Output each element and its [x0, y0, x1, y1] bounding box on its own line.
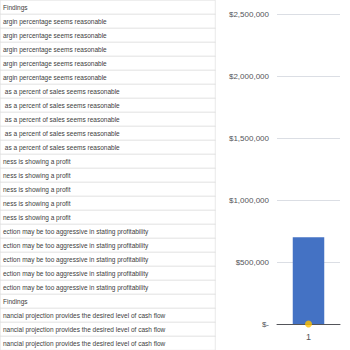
svg-text:as a percent of sales seems re: as a percent of sales seems reasonable: [3, 88, 120, 96]
svg-text:$1,500,000: $1,500,000: [229, 134, 270, 143]
svg-text:1: 1: [306, 332, 311, 342]
svg-text:ness is showing a profit: ness is showing a profit: [3, 158, 71, 166]
svg-text:argin percentage seems reasona: argin percentage seems reasonable: [3, 32, 107, 40]
svg-text:ection may be too aggressive i: ection may be too aggressive in stating …: [3, 228, 149, 236]
svg-text:ness is showing a profit: ness is showing a profit: [3, 214, 71, 222]
svg-text:$-: $-: [262, 320, 269, 329]
svg-text:argin percentage seems reasona: argin percentage seems reasonable: [3, 60, 107, 68]
svg-text:$1,000,000: $1,000,000: [229, 196, 270, 205]
svg-text:argin percentage seems reasona: argin percentage seems reasonable: [3, 46, 107, 54]
svg-text:argin percentage seems reasona: argin percentage seems reasonable: [3, 74, 107, 82]
svg-text:ection may be too aggressive i: ection may be too aggressive in stating …: [3, 256, 149, 264]
svg-text:nancial projection provides th: nancial projection provides the desired …: [3, 312, 166, 320]
svg-text:as a percent of sales seems re: as a percent of sales seems reasonable: [3, 116, 120, 124]
svg-text:Findings: Findings: [3, 298, 28, 306]
svg-text:ection may be too aggressive i: ection may be too aggressive in stating …: [3, 270, 149, 278]
svg-text:$2,500,000: $2,500,000: [229, 10, 270, 19]
svg-text:ness is showing a profit: ness is showing a profit: [3, 186, 71, 194]
svg-text:nancial projection provides th: nancial projection provides the desired …: [3, 340, 166, 348]
svg-text:ection may be too aggressive i: ection may be too aggressive in stating …: [3, 284, 149, 292]
svg-text:Findings: Findings: [3, 4, 28, 12]
svg-text:ness is showing a profit: ness is showing a profit: [3, 200, 71, 208]
svg-text:$2,000,000: $2,000,000: [229, 72, 270, 81]
svg-text:$500,000: $500,000: [236, 258, 270, 267]
svg-text:ection may be too aggressive i: ection may be too aggressive in stating …: [3, 242, 149, 250]
svg-text:as a percent of sales seems re: as a percent of sales seems reasonable: [3, 102, 120, 110]
svg-text:as a percent of sales seems re: as a percent of sales seems reasonable: [3, 144, 120, 152]
svg-text:argin percentage seems reasona: argin percentage seems reasonable: [3, 18, 107, 26]
svg-text:nancial projection provides th: nancial projection provides the desired …: [3, 326, 166, 334]
svg-text:as a percent of sales seems re: as a percent of sales seems reasonable: [3, 130, 120, 138]
svg-text:ness is showing a profit: ness is showing a profit: [3, 172, 71, 180]
